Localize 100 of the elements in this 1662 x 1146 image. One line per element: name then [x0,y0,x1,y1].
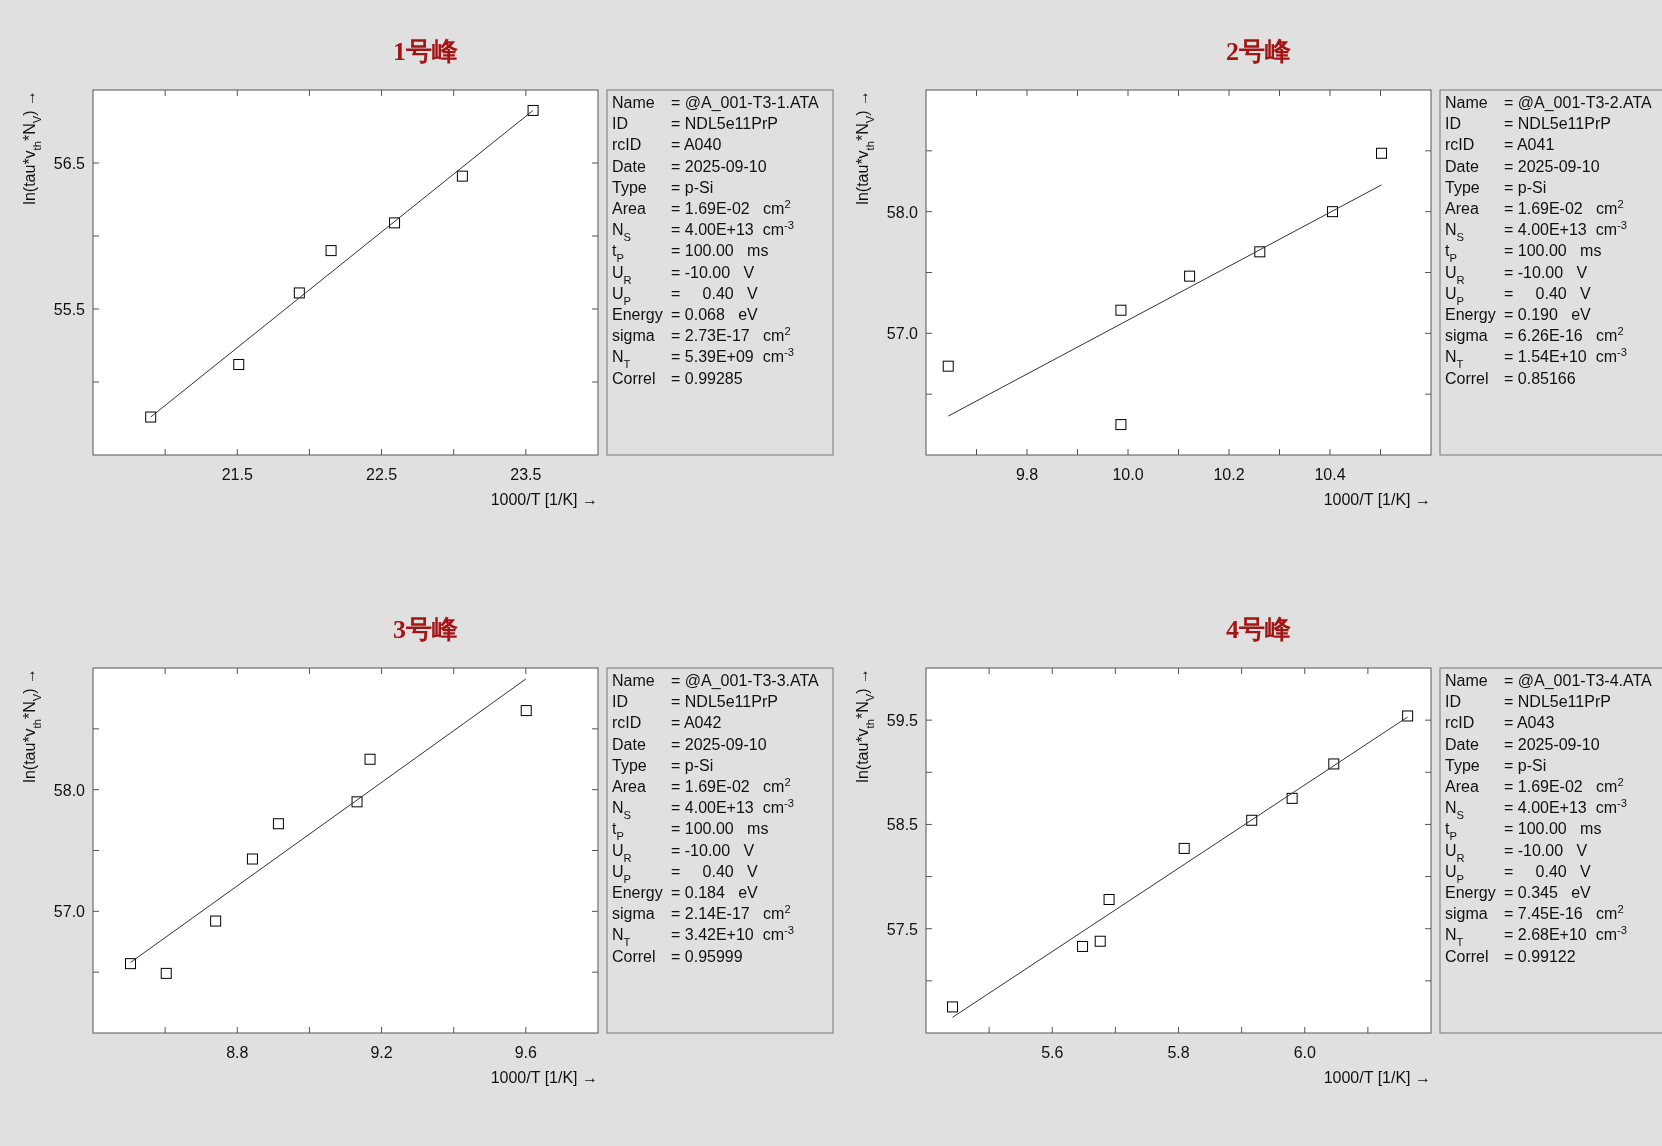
text: Area = 1.69E-02 cm$^{2}$ [1445,776,1624,795]
point [210,915,222,927]
text: Energy = 0.190 eV [1445,306,1592,323]
text: U$_{P}$ = 0.40 V [612,284,758,307]
chart-title: 3号峰 [393,615,459,644]
x-tick-label: 9.2 [370,1044,393,1061]
text: Type = p-Si [612,178,714,196]
text: sigma = 2.73E-17 cm$^{2}$ [612,325,791,345]
point [527,104,539,116]
text: Energy = 0.345 eV [1445,884,1592,901]
x-tick-label: 5.8 [1167,1044,1190,1061]
text: Energy = 0.184 eV [612,884,759,901]
text: N$_{S}$ = 4.00E+13 cm$^{-3}$ [612,219,794,244]
point [1115,419,1127,431]
x-tick-label: 9.6 [514,1044,538,1061]
x-tick-label: 21.5 [221,466,253,483]
x-tick-label: 22.5 [366,466,398,483]
point [1402,710,1414,722]
x-tick-label: 10.2 [1213,466,1245,483]
text: t$_{P}$ = 100.00 ms [1445,242,1602,265]
text: rcID = A040 [612,136,722,154]
text: Correl = 0.95999 [612,947,743,965]
y-tick-label: 55.5 [53,301,86,318]
text: Date = 2025-09-10 [1445,735,1600,753]
text: sigma = 2.14E-17 cm$^{2}$ [612,903,791,923]
text: U$_{P}$ = 0.40 V [612,862,758,885]
text: rcID = A043 [1445,714,1555,732]
point [1115,304,1127,316]
text: N$_{T}$ = 3.42E+10 cm$^{-3}$ [612,924,794,949]
text: Area = 1.69E-02 cm$^{2}$ [612,776,791,795]
text: t$_{P}$ = 100.00 ms [1445,820,1602,843]
chart-title: 4号峰 [1226,615,1292,644]
text: N$_{S}$ = 4.00E+13 cm$^{-3}$ [1445,797,1627,822]
point [325,245,337,257]
text: ID = NDL5e11PrP [1445,115,1611,133]
text: U$_{R}$ = -10.00 V [612,841,755,864]
x-axis-title: 1000/T [1/K] → [490,1069,598,1086]
y-tick-label: 58.0 [886,203,919,221]
text: t$_{P}$ = 100.00 ms [612,242,769,265]
x-tick-label: 5.6 [1041,1044,1064,1061]
text: Type = p-Si [612,756,714,774]
y-tick-label: 57.0 [886,325,919,343]
text: Correl = 0.85166 [1445,369,1576,387]
text: Type = p-Si [1445,178,1547,196]
point [272,818,284,830]
point [1184,270,1196,282]
point [1376,147,1388,159]
y-tick-label: 57.5 [886,920,919,938]
text: Name = @A_001-T3-2.ATA [1445,94,1653,112]
point [942,360,954,372]
point [1077,940,1089,952]
y-tick-label: 57.0 [53,903,86,921]
y-tick-label: 58.5 [886,816,919,834]
text: ID = NDL5e11PrP [612,693,778,711]
y-tick-label: 56.5 [53,155,86,172]
point [1103,894,1115,906]
text: U$_{R}$ = -10.00 V [612,263,755,286]
text: N$_{S}$ = 4.00E+13 cm$^{-3}$ [612,797,794,822]
text: Name = @A_001-T3-4.ATA [1445,672,1653,690]
text: N$_{S}$ = 4.00E+13 cm$^{-3}$ [1445,219,1627,244]
point [233,358,245,370]
text: 6.0 [1293,1044,1316,1061]
point [520,705,532,717]
x-axis-title: 1000/T [1/K] → [1323,491,1431,508]
point [1094,935,1106,947]
text: N$_{T}$ = 2.68E+10 cm$^{-3}$ [1445,924,1627,949]
point [145,411,157,423]
x-tick-label: 23.5 [510,466,542,483]
x-tick-label: 9.8 [1015,466,1039,483]
text: Name = @A_001-T3-3.ATA [612,672,820,690]
point [1286,792,1298,804]
text: U$_{R}$ = -10.00 V [1445,263,1588,286]
text: Date = 2025-09-10 [1445,157,1600,175]
text: sigma = 6.26E-16 cm$^{2}$ [1445,325,1624,345]
text: N$_{T}$ = 5.39E+09 cm$^{-3}$ [612,346,794,371]
text: Type = p-Si [1445,756,1547,774]
y-tick-label: 59.5 [886,712,919,730]
text: ID = NDL5e11PrP [1445,693,1611,711]
text: rcID = A041 [1445,136,1555,154]
chart-title: 2号峰 [1226,37,1292,66]
point [456,170,468,182]
text: N$_{T}$ = 1.54E+10 cm$^{-3}$ [1445,346,1627,371]
point [125,958,137,970]
text: sigma = 7.45E-16 cm$^{2}$ [1445,903,1624,923]
text: Correl = 0.99285 [612,369,743,387]
y-tick-label: 58.0 [53,781,86,799]
text: Energy = 0.068 eV [612,306,759,323]
x-axis-title: 1000/T [1/K] → [490,491,598,508]
text: U$_{P}$ = 0.40 V [1445,862,1591,885]
text: Date = 2025-09-10 [612,735,767,753]
x-tick-label: 8.8 [226,1044,249,1061]
text: Correl = 0.99122 [1445,947,1576,965]
chart-title: 1号峰 [393,37,459,66]
point [1178,842,1190,854]
text: Area = 1.69E-02 cm$^{2}$ [1445,198,1624,217]
x-tick-label: 10.4 [1314,466,1346,483]
text: 10.0 [1112,466,1144,483]
point [364,753,376,765]
point [293,287,305,299]
text: t$_{P}$ = 100.00 ms [612,820,769,843]
